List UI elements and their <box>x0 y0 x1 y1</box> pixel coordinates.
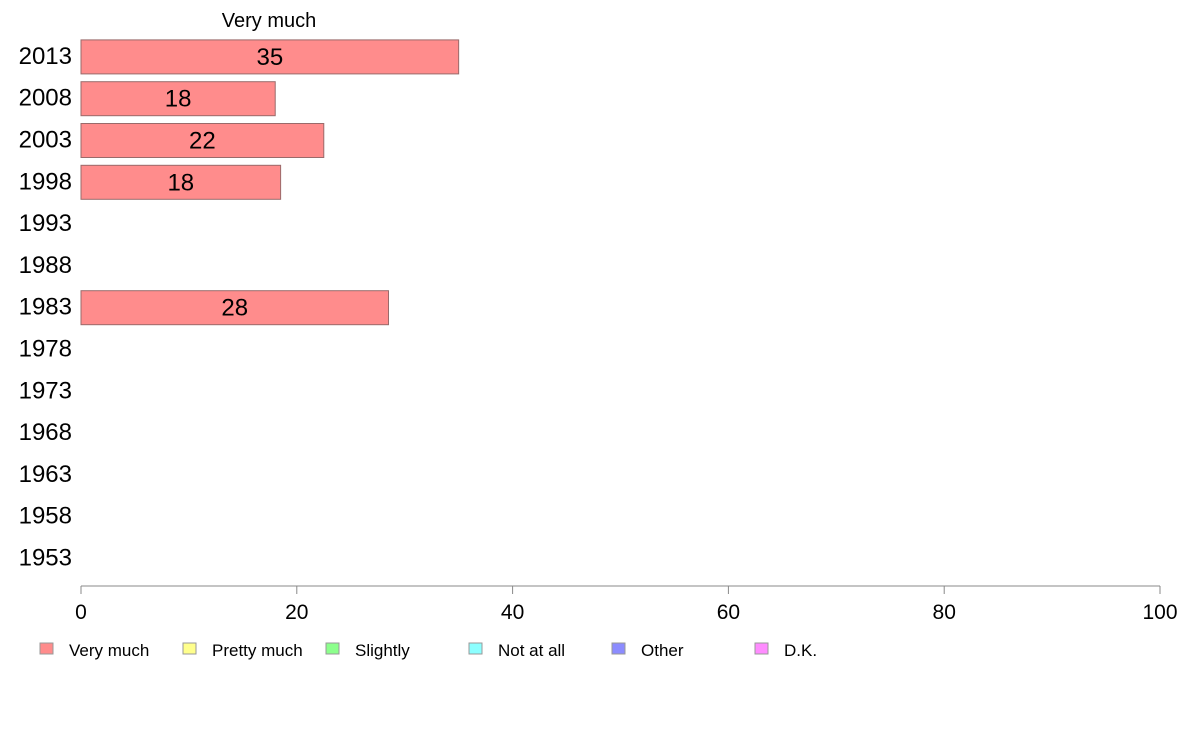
y-tick-label: 1973 <box>19 377 72 404</box>
x-tick-label: 0 <box>75 601 87 624</box>
y-axis-labels: 2013 2008 2003 1998 1993 1988 1983 1978 1973 1968… <box>19 43 72 572</box>
x-tick-label: 60 <box>717 601 740 624</box>
legend-swatch <box>182 642 197 655</box>
chart-title: Very much <box>222 10 316 32</box>
x-tick-label: 100 <box>1142 601 1177 624</box>
y-tick-label: 1993 <box>19 210 72 237</box>
y-tick-label: 1983 <box>19 294 72 321</box>
bar-value-label: 18 <box>167 169 194 196</box>
legend-label: Very much <box>69 641 149 660</box>
bar <box>80 290 390 326</box>
legend-swatch <box>611 642 626 655</box>
legend-label: Other <box>641 641 684 660</box>
x-tick-label: 40 <box>501 601 524 624</box>
bar-value-label: 35 <box>256 44 283 71</box>
legend: Very much Pretty much Slightly Not at all Ot… <box>39 641 817 660</box>
y-tick-label: 1963 <box>19 461 72 488</box>
y-tick-label: 1958 <box>19 503 72 530</box>
bar <box>80 123 325 158</box>
y-tick-label: 1988 <box>19 252 72 279</box>
legend-swatch <box>468 642 483 655</box>
bar-labels-layer: 35 18 22 18 28 <box>165 44 283 322</box>
legend-label: D.K. <box>784 641 817 660</box>
legend-label: Pretty much <box>212 641 303 660</box>
y-tick-label: 1978 <box>19 336 72 363</box>
bar-value-label: 18 <box>165 86 192 113</box>
y-tick-label: 1968 <box>19 419 72 446</box>
bars-layer <box>80 39 460 326</box>
x-axis: 0 20 40 60 80 100 <box>75 585 1178 624</box>
legend-swatch <box>39 642 54 655</box>
bar <box>80 164 282 200</box>
x-tick-label: 80 <box>933 601 956 624</box>
legend-label: Not at all <box>498 641 565 660</box>
bar <box>80 39 460 75</box>
y-tick-label: 2008 <box>19 85 72 112</box>
legend-label: Slightly <box>355 641 410 660</box>
legend-swatch <box>754 642 769 655</box>
y-tick-label: 2013 <box>19 43 72 70</box>
bar-value-label: 22 <box>189 128 216 155</box>
y-tick-label: 1953 <box>19 545 72 572</box>
bar-value-label: 28 <box>221 295 248 322</box>
x-tick-label: 20 <box>285 601 308 624</box>
y-tick-label: 2003 <box>19 127 72 154</box>
legend-swatch <box>325 642 340 655</box>
y-tick-label: 1998 <box>19 168 72 195</box>
bar <box>80 81 276 117</box>
